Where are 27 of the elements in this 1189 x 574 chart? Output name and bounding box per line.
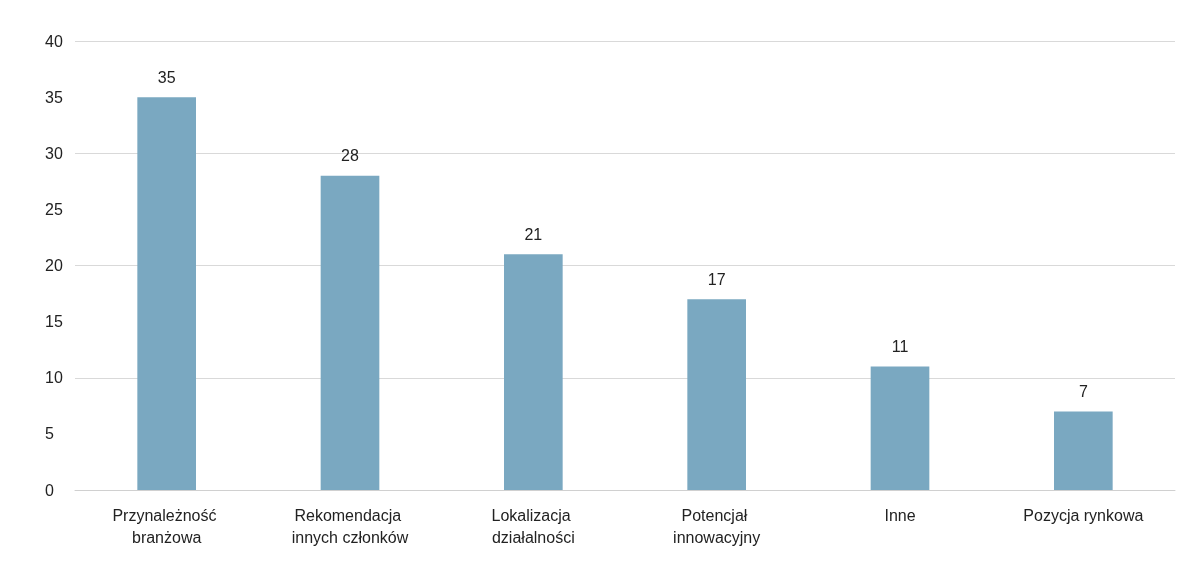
y-tick-label: 35	[45, 88, 63, 106]
x-tick-label: Potencjał innowacyjny	[673, 506, 761, 546]
y-tick-label: 0	[45, 481, 54, 499]
x-tick-label: Przynależność branżowa	[112, 506, 221, 546]
x-tick-label: Lokalizacja działalności	[491, 506, 576, 546]
x-tick-label: Rekomendacja innych członków	[291, 506, 409, 546]
data-label: 28	[341, 147, 359, 165]
data-label: 7	[1078, 382, 1088, 400]
y-tick-label: 25	[45, 200, 63, 218]
y-tick-label: 15	[45, 313, 63, 331]
y-tick-label: 5	[45, 425, 54, 443]
bar	[320, 175, 380, 490]
data-label: 11	[891, 338, 909, 356]
data-label: 35	[157, 68, 176, 86]
bar	[137, 97, 196, 490]
y-tick-label: 20	[45, 257, 63, 274]
bar	[687, 299, 746, 490]
x-tick-label: Pozycja rynkowa	[1023, 506, 1144, 524]
bar	[1054, 411, 1113, 490]
x-tick-label: Inne	[884, 506, 916, 524]
data-label: 17	[707, 270, 726, 288]
bar	[870, 366, 930, 490]
bar	[504, 254, 563, 490]
data-label: 21	[524, 225, 543, 243]
y-tick-label: 40	[45, 32, 63, 50]
y-tick-label: 30	[45, 144, 63, 162]
y-tick-label: 10	[45, 369, 63, 387]
